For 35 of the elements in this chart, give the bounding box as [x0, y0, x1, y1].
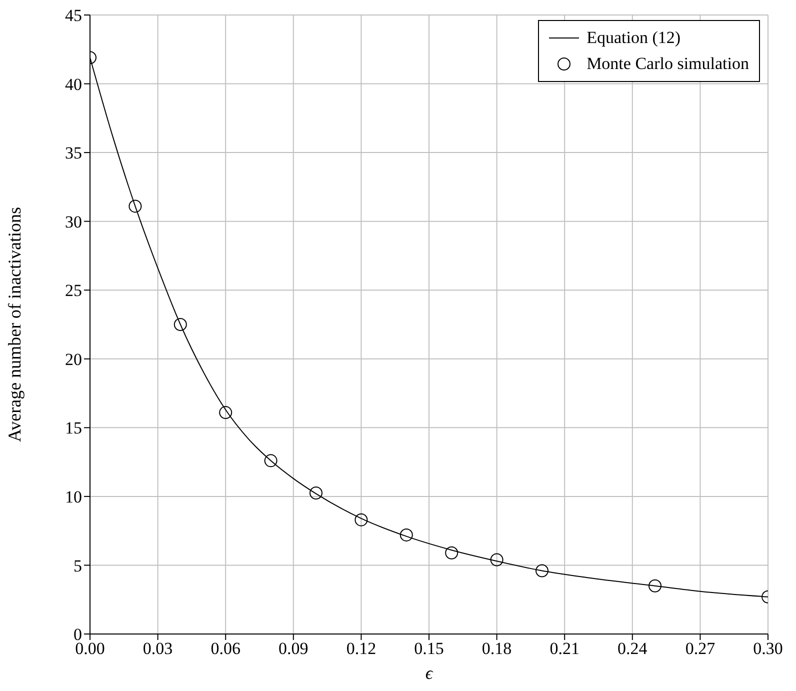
point [648, 579, 662, 592]
x-tick-label: 0.24 [618, 639, 648, 658]
x-tick-label: 0.03 [142, 639, 173, 658]
x-tick-label: 0.15 [414, 639, 444, 658]
y-tick-label: 10 [65, 487, 82, 506]
x-tick-label: 0.06 [210, 639, 240, 658]
x-tick-label: 0.18 [482, 639, 512, 658]
y-tick-label: 5 [74, 556, 82, 576]
point [264, 454, 278, 468]
x-tick-label: 0.12 [346, 639, 376, 658]
point [490, 553, 504, 566]
point [445, 546, 458, 560]
x-tick-label: 0.09 [278, 639, 308, 658]
point [400, 528, 413, 542]
point [354, 513, 368, 526]
y-tick-label: 15 [65, 418, 82, 438]
y-tick-label: 30 [65, 212, 82, 232]
x-tick-label: 0.30 [753, 639, 783, 658]
legend-label: Monte Carlo simulation [586, 53, 749, 75]
y-tick-label: 45 [65, 6, 82, 26]
x-tick-label: 0.00 [75, 639, 105, 658]
y-tick-label: 40 [65, 74, 82, 94]
point [536, 564, 548, 578]
point [174, 318, 187, 331]
y-axis-title: Average number of inactivations [4, 206, 24, 442]
legend-label: Equation (12) [586, 27, 681, 49]
y-tick-label: 25 [65, 281, 82, 300]
point [310, 486, 322, 500]
point [219, 406, 232, 420]
point [128, 200, 142, 213]
x-tick-label: 0.27 [685, 639, 716, 658]
y-tick-label: 35 [65, 144, 82, 163]
x-tick-label: 0.21 [550, 639, 580, 658]
y-tick-label: 20 [65, 350, 82, 369]
x-axis-title: ϵ [425, 663, 434, 683]
